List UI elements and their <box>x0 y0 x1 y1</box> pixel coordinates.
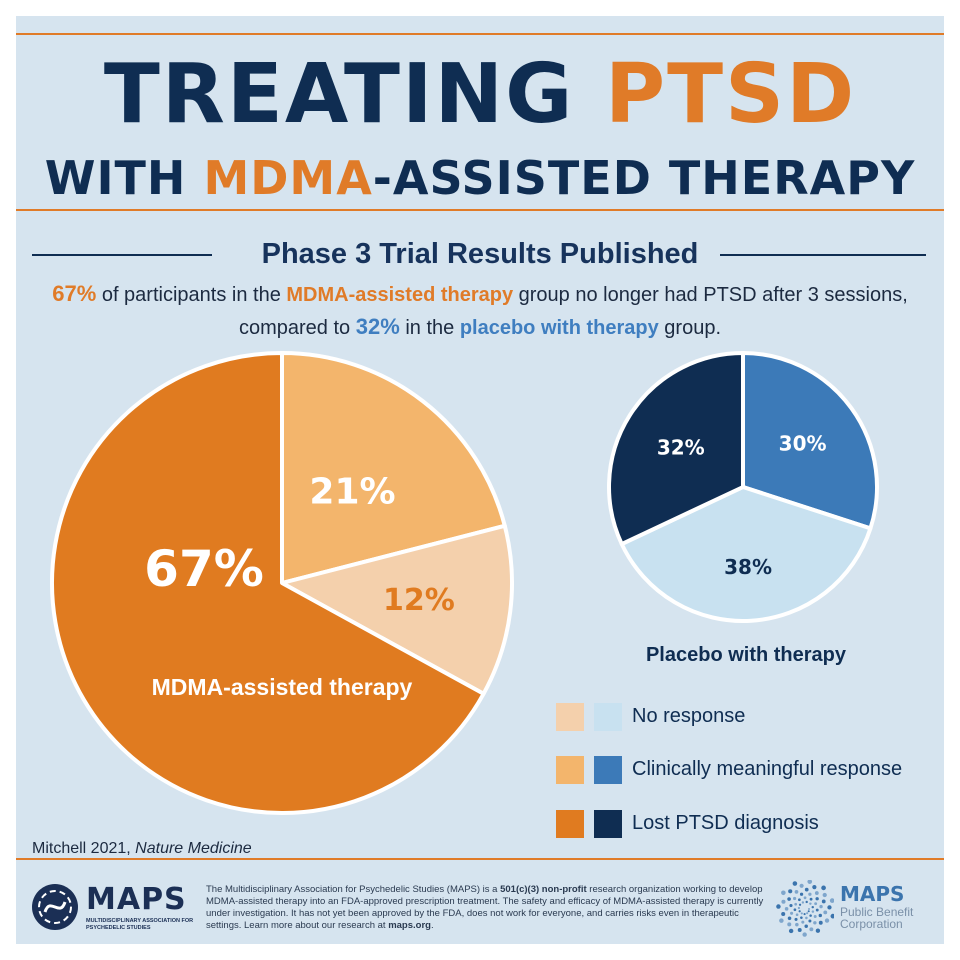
footer-disclaimer: The Multidisciplinary Association for Ps… <box>206 884 766 932</box>
legend-title: Placebo with therapy <box>645 644 847 666</box>
title-line-1: TREATING PTSD <box>16 48 944 142</box>
pie-title-mdma: MDMA-assisted therapy <box>152 674 413 700</box>
legend-label: No response <box>632 705 746 727</box>
spiral-dots-icon <box>776 880 834 937</box>
pbc-logo-sub: Public Benefit Corporation <box>840 905 914 931</box>
desc-text: group. <box>658 317 722 339</box>
pie-slice-lost-ptsd-diagnosis <box>50 351 486 815</box>
legend-swatch-orange <box>556 703 584 731</box>
maps-logo[interactable]: MAPS MULTIDISCIPLINARY ASSOCIATION FOR P… <box>30 882 200 934</box>
pie-slice-no-response <box>619 485 873 623</box>
desc-pct-mdma: 67% <box>52 281 97 306</box>
legend-swatch-blue <box>594 810 622 838</box>
pie-label-no-response: 12% <box>383 583 455 618</box>
pie-slice-clinically-meaningful-response <box>741 351 879 531</box>
pie-slice-lost-ptsd-diagnosis <box>607 351 745 547</box>
subtitle-line-right <box>720 254 926 256</box>
description-line-2: compared to 32% in the placebo with ther… <box>16 311 944 344</box>
footer-text: research organization working to develop… <box>206 884 764 931</box>
desc-text: in the <box>399 317 460 339</box>
footer-text: The Multidisciplinary Association for Ps… <box>206 884 501 895</box>
title-line-2: WITH MDMA-ASSISTED THERAPY <box>16 150 944 206</box>
citation-author: Mitchell 2021, <box>32 840 136 857</box>
desc-placebo-group: placebo with therapy <box>459 317 659 339</box>
title-assisted-therapy: -ASSISTED THERAPY <box>372 151 916 205</box>
desc-mdma-group: MDMA-assisted therapy <box>286 284 514 306</box>
pie-label-no-response: 38% <box>724 555 772 579</box>
subtitle: Phase 3 Trial Results Published <box>261 238 699 270</box>
desc-pct-placebo: 32% <box>355 314 400 339</box>
infographic-card: TREATING PTSD WITH MDMA-ASSISTED THERAPY… <box>16 16 944 944</box>
maps-pbc-logo[interactable]: MAPS Public Benefit Corporation <box>776 880 936 940</box>
top-rule <box>16 33 944 35</box>
citation-journal: Nature Medicine <box>135 840 252 857</box>
footer-bold: 501(c)(3) non-profit <box>500 884 587 895</box>
maps-logo-sub: MULTIDISCIPLINARY ASSOCIATION FOR PSYCHE… <box>86 918 194 931</box>
maps-logo-word: MAPS <box>86 882 187 917</box>
pie-label-lost-ptsd-diagnosis: 32% <box>657 436 705 460</box>
pie-label-clinically-meaningful-response: 30% <box>779 432 827 456</box>
legend-swatch-orange <box>556 810 584 838</box>
pie-placebo-with-therapy: 30% 38% 32% <box>607 351 879 623</box>
subtitle-block: Phase 3 Trial Results Published <box>16 230 944 280</box>
citation: Mitchell 2021, Nature Medicine <box>32 840 252 858</box>
pbc-logo-word: MAPS <box>840 882 905 906</box>
desc-text: compared to <box>238 317 356 339</box>
maps-emblem-icon <box>32 884 78 930</box>
legend-swatch-orange <box>556 756 584 784</box>
title-treating: TREATING <box>103 47 575 142</box>
legend-label: Lost PTSD diagnosis <box>632 812 819 834</box>
pie-mdma-assisted-therapy: 21% 12% 67% MDMA-assisted therapy <box>50 351 514 815</box>
legend-swatch-blue <box>594 756 622 784</box>
title-with: WITH <box>44 151 187 205</box>
title-ptsd: PTSD <box>604 47 857 142</box>
desc-text: of participants in the <box>96 284 287 306</box>
legend-label: Clinically meaningful response <box>632 758 903 780</box>
pie-slice-clinically-meaningful-response <box>280 351 507 585</box>
pie-label-clinically-meaningful-response: 21% <box>309 472 395 513</box>
title-bottom-rule <box>16 209 944 211</box>
pie-slice-no-response <box>280 523 514 696</box>
subtitle-line-left <box>32 254 212 256</box>
footer-link[interactable]: maps.org <box>388 920 431 931</box>
description-line-1: 67% of participants in the MDMA-assisted… <box>16 278 944 311</box>
legend-swatch-blue <box>594 703 622 731</box>
title-mdma: MDMA <box>203 151 373 205</box>
footer-rule <box>16 858 944 860</box>
footer-text: . <box>430 920 434 931</box>
desc-text: group no longer had PTSD after 3 session… <box>513 284 908 306</box>
description: 67% of participants in the MDMA-assisted… <box>16 278 944 344</box>
pie-charts: 21% 12% 67% MDMA-assisted therapy 30% 38% 32% <box>50 351 879 815</box>
pie-label-lost-ptsd-diagnosis: 67% <box>144 540 264 598</box>
